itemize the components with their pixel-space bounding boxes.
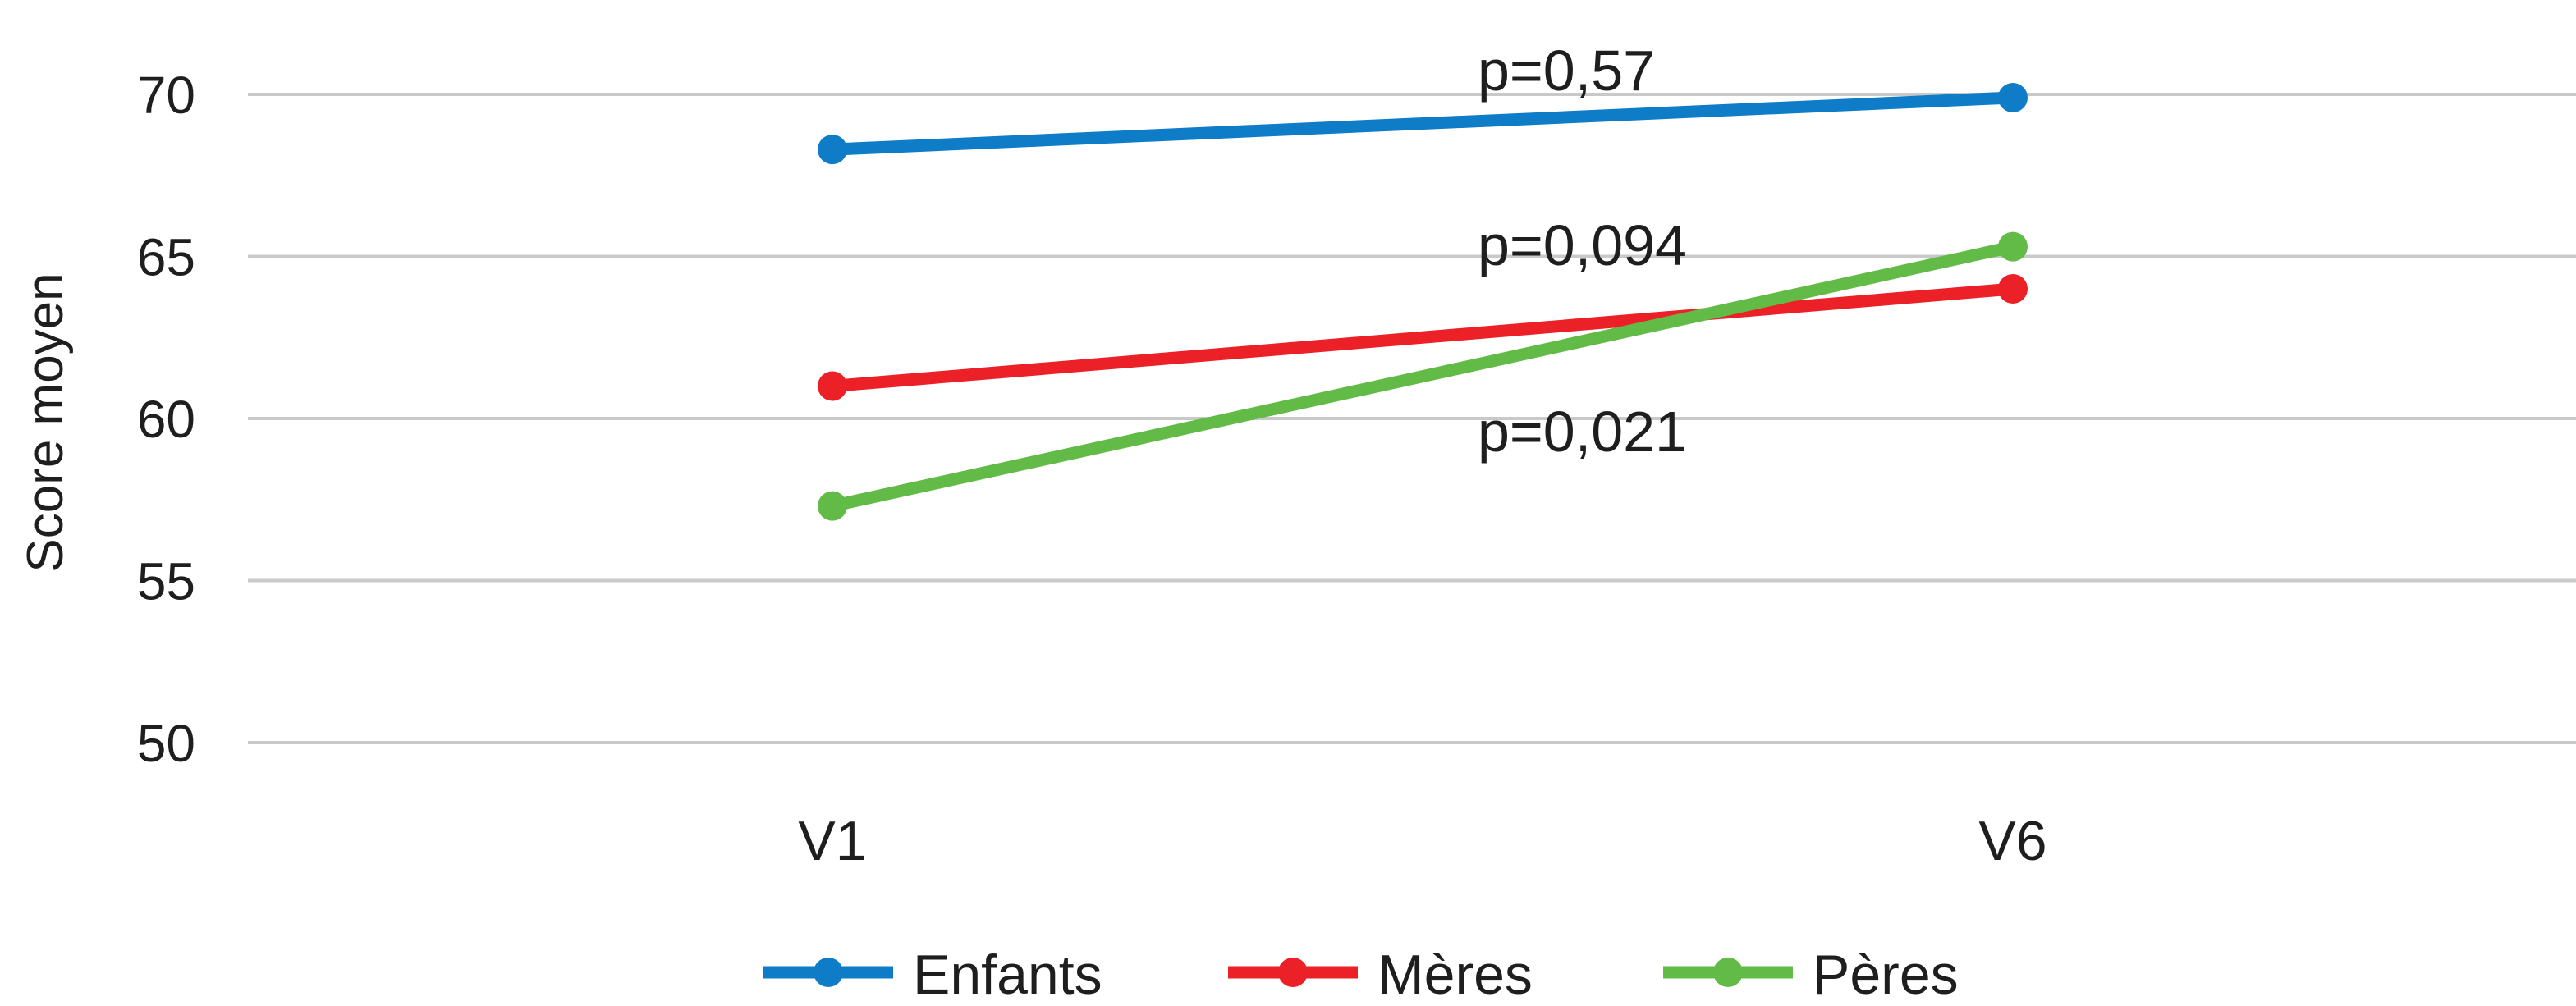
legend-label: Pères <box>1813 944 1959 1002</box>
series-line <box>826 91 2019 156</box>
p-value-label: p=0,57 <box>1478 39 1655 103</box>
p-value-label: p=0,094 <box>1478 213 1687 277</box>
x-axis-ticks: V1 V6 <box>798 810 2047 872</box>
legend-swatch-marker <box>1278 958 1308 987</box>
y-tick-label: 50 <box>137 714 195 773</box>
series-peres <box>818 231 2028 521</box>
series-enfants <box>818 82 2028 165</box>
y-tick-label: 65 <box>137 228 195 287</box>
series-lines <box>818 82 2028 521</box>
data-point <box>818 491 847 521</box>
y-tick-label: 55 <box>137 552 195 611</box>
legend-swatch-marker <box>814 958 843 987</box>
legend-label: Enfants <box>913 944 1102 1002</box>
gridlines <box>248 93 2576 744</box>
data-point <box>1998 231 2028 262</box>
series-line <box>826 240 2019 513</box>
x-tick-label: V1 <box>798 810 866 872</box>
y-axis-ticks: 50 55 60 65 70 <box>137 66 195 773</box>
legend-item: Pères <box>1663 944 1959 1006</box>
y-tick-label: 70 <box>137 66 195 125</box>
x-tick-label: V6 <box>1978 810 2047 872</box>
p-value-label: p=0,021 <box>1478 400 1687 464</box>
legend-item: Enfants <box>763 944 1102 1006</box>
y-axis-title: Score moyen <box>17 272 74 572</box>
series-meres <box>818 274 2028 401</box>
legend-label: Mères <box>1377 944 1533 1002</box>
data-point <box>818 135 847 165</box>
data-point <box>1998 274 2028 304</box>
series-line <box>826 282 2019 392</box>
p-value-annotations: p=0,57 p=0,094 p=0,021 <box>1478 39 1687 464</box>
legend-swatch-marker <box>1713 958 1743 987</box>
data-point <box>1998 82 2028 112</box>
data-point <box>818 371 847 401</box>
y-tick-label: 60 <box>137 390 195 449</box>
legend-item: Mères <box>1228 944 1533 1006</box>
legend: Enfants Mères Pères <box>763 944 1959 1006</box>
